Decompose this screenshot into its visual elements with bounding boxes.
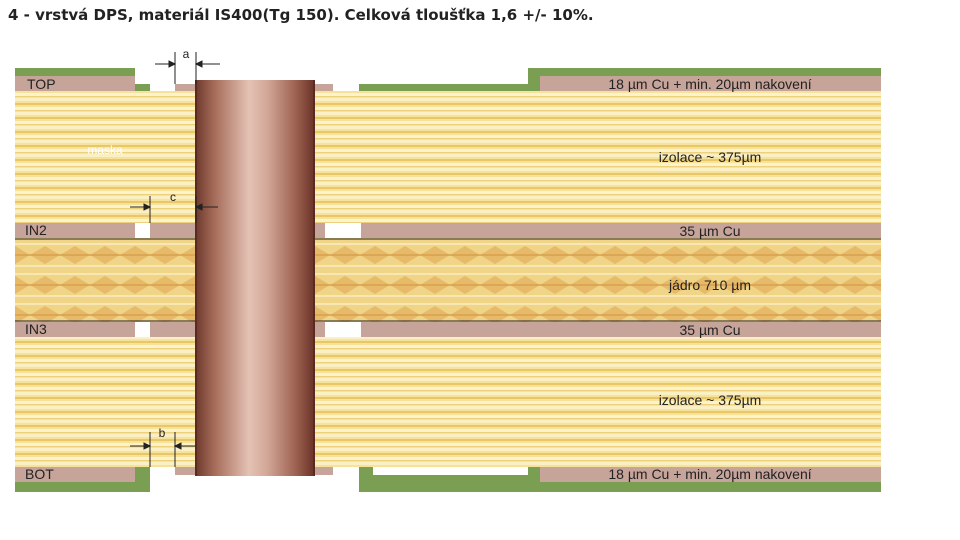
layer-bot-label: BOT [25,466,54,482]
bottom-copper-right [540,467,881,482]
layer-top-label: TOP [27,76,56,92]
bottom-mask-gap [135,475,359,492]
bottom-prepreg [15,337,881,467]
dimension-b-label: b [159,426,166,440]
in3-copper-left [15,322,135,337]
in2-copper-right [361,223,881,238]
top-prepreg [15,91,881,223]
dimension-b [130,432,196,467]
in2-copper-left [15,223,135,238]
plated-via-barrel [196,80,314,476]
layer-in3-label: IN3 [25,321,47,337]
dimension-c [130,196,218,223]
dimension-c-label: c [170,190,176,204]
dimension-a [155,52,220,84]
insulation-bottom-label: izolace ~ 375µm [659,392,762,408]
bottom-mask-right-edge [333,475,359,492]
in3-copper-right [361,322,881,337]
top-copper-left [15,76,135,91]
mask-label: maska [87,143,123,157]
bottom-copper-left [15,467,135,482]
bottom-copper-label: 18 µm Cu + min. 20µm nakovení [608,466,811,482]
core-label: jádro 710 µm [668,277,751,293]
bottom-mask-step [359,475,528,492]
top-copper-label: 18 µm Cu + min. 20µm nakovení [608,76,811,92]
page-title: 4 - vrstvá DPS, materiál IS400(Tg 150). … [8,6,594,24]
in3-copper-label: 35 µm Cu [680,322,741,338]
top-copper-right [540,76,881,91]
layer-in2-label: IN2 [25,222,47,238]
bottom-mask-left-edge [135,467,150,492]
dimension-a-label: a [183,47,190,61]
core-laminate [15,238,881,322]
in2-copper-label: 35 µm Cu [680,223,741,239]
insulation-top-label: izolace ~ 375µm [659,149,762,165]
